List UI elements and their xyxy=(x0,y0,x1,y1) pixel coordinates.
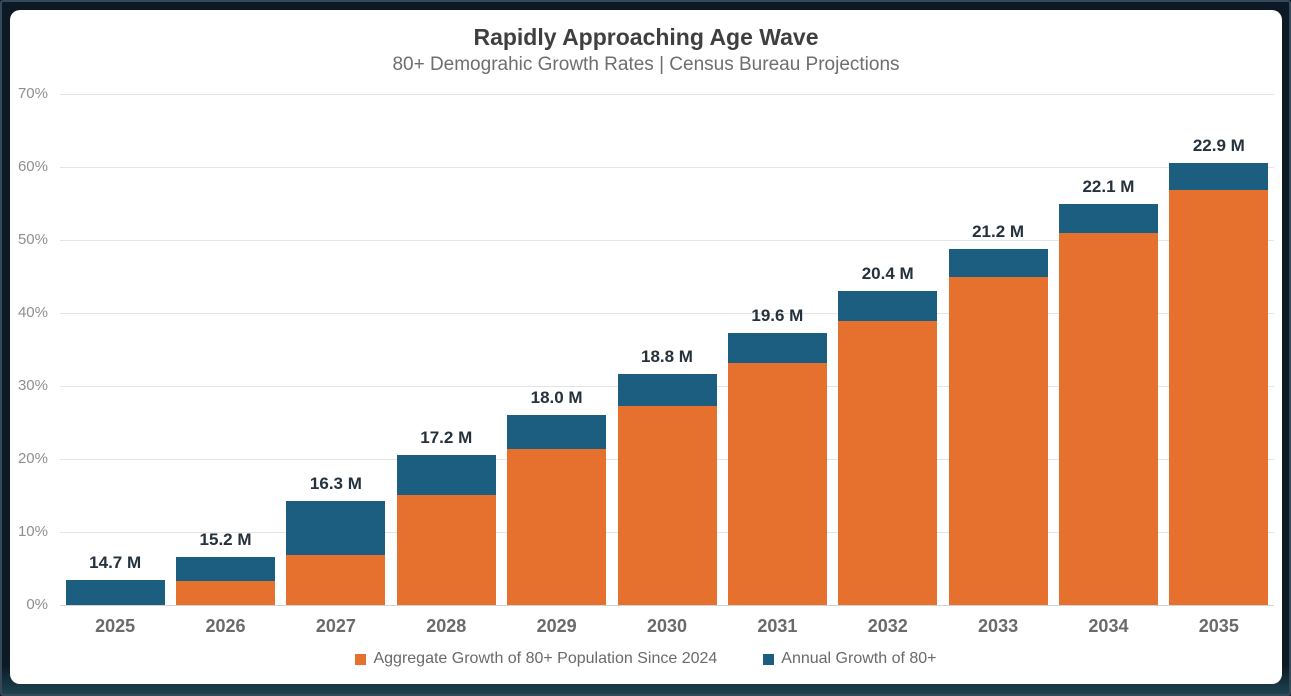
x-tick-label-2033: 2033 xyxy=(978,616,1019,636)
bar-segment-aggregate-2031 xyxy=(727,363,827,605)
bar-value-label-2027: 16.3 M xyxy=(309,474,362,494)
bar-segment-annual-2031 xyxy=(727,332,827,364)
bar-segment-aggregate-2035 xyxy=(1169,189,1269,605)
x-tick-label-2031: 2031 xyxy=(757,616,798,636)
bar-2027 xyxy=(286,501,386,605)
bar-value-label-2031: 19.6 M xyxy=(751,305,804,325)
legend-swatch-aggregate-icon xyxy=(355,653,367,665)
x-tick-label-2032: 2032 xyxy=(867,616,908,636)
bar-segment-annual-2027 xyxy=(286,501,386,555)
bar-segment-annual-2035 xyxy=(1169,162,1269,190)
y-tick-label: 50% xyxy=(17,231,48,248)
bar-segment-annual-2032 xyxy=(838,291,938,322)
x-tick-label-2030: 2030 xyxy=(646,616,688,636)
y-tick-label: 60% xyxy=(17,158,48,175)
bar-segment-annual-2025 xyxy=(65,580,165,605)
bar-value-label-2033: 21.2 M xyxy=(972,221,1025,241)
bar-segment-aggregate-2034 xyxy=(1058,233,1158,605)
gridline xyxy=(60,605,1274,606)
bar-segment-aggregate-2032 xyxy=(838,321,938,605)
bar-chart-plot-area: 0% 10% 20% 30% 40% 50% 60% 70% 14.7 M 2025 15.2 M 2… xyxy=(10,10,1282,684)
y-tick-label: 40% xyxy=(17,304,48,321)
bar-2034 xyxy=(1058,203,1158,605)
bar-value-label-2025: 14.7 M xyxy=(89,553,142,573)
bar-segment-annual-2029 xyxy=(507,415,607,449)
bar-segment-aggregate-2030 xyxy=(617,405,717,605)
chart-subtitle: 80+ Demograhic Growth Rates | Census Bur… xyxy=(392,54,900,75)
bar-2026 xyxy=(176,556,276,605)
bar-value-label-2034: 22.1 M xyxy=(1082,176,1135,196)
bar-value-label-2026: 15.2 M xyxy=(199,529,252,549)
bar-value-label-2028: 17.2 M xyxy=(420,428,473,448)
bar-2031 xyxy=(727,332,827,605)
bar-2033 xyxy=(948,248,1048,605)
bar-value-label-2035: 22.9 M xyxy=(1192,135,1245,155)
chart-title: Rapidly Approaching Age Wave xyxy=(473,24,819,50)
y-tick-label: 10% xyxy=(17,523,48,540)
gridline xyxy=(60,94,1274,95)
bar-value-label-2029: 18.0 M xyxy=(530,388,583,408)
y-tick-label: 70% xyxy=(17,85,48,102)
y-tick-label: 30% xyxy=(17,377,48,394)
bar-segment-aggregate-2028 xyxy=(396,494,496,605)
x-tick-label-2026: 2026 xyxy=(205,616,246,636)
x-tick-label-2034: 2034 xyxy=(1088,616,1129,636)
bar-2030 xyxy=(617,373,717,605)
bar-segment-aggregate-2029 xyxy=(507,448,607,605)
gridline xyxy=(60,313,1274,314)
bar-value-label-2032: 20.4 M xyxy=(861,264,914,284)
legend-item-aggregate: Aggregate Growth of 80+ Population Since… xyxy=(355,650,717,668)
bar-value-label-2030: 18.8 M xyxy=(641,346,693,366)
bar-segment-aggregate-2026 xyxy=(176,580,276,605)
bar-segment-annual-2033 xyxy=(948,248,1048,278)
x-tick-label-2029: 2029 xyxy=(536,616,577,636)
y-tick-label: 0% xyxy=(26,596,48,613)
gridline xyxy=(60,240,1274,241)
bar-2025 xyxy=(65,580,165,605)
y-tick-label: 20% xyxy=(17,450,48,467)
bar-segment-aggregate-2033 xyxy=(948,277,1048,605)
legend-swatch-annual-icon xyxy=(763,653,775,665)
legend-label-annual: Annual Growth of 80+ xyxy=(781,650,937,667)
bar-segment-annual-2034 xyxy=(1058,203,1158,234)
legend-item-annual: Annual Growth of 80+ xyxy=(763,650,937,668)
bar-2028 xyxy=(396,455,496,605)
bar-segment-aggregate-2027 xyxy=(286,554,386,605)
bar-segment-annual-2026 xyxy=(176,556,276,581)
x-tick-label-2035: 2035 xyxy=(1198,616,1239,636)
bar-segment-annual-2030 xyxy=(617,373,717,406)
x-tick-label-2028: 2028 xyxy=(426,616,467,636)
chart-panel: Rapidly Approaching Age Wave 80+ Demogra… xyxy=(10,10,1282,684)
bar-2032 xyxy=(838,291,938,605)
bar-2035 xyxy=(1169,162,1269,605)
x-tick-label-2025: 2025 xyxy=(95,616,136,636)
chart-legend: Aggregate Growth of 80+ Population Since… xyxy=(10,648,1282,670)
bar-2029 xyxy=(507,415,607,605)
gridline xyxy=(60,167,1274,168)
legend-label-aggregate: Aggregate Growth of 80+ Population Since… xyxy=(373,650,718,667)
bar-segment-annual-2028 xyxy=(396,455,496,495)
x-tick-label-2027: 2027 xyxy=(315,616,356,636)
